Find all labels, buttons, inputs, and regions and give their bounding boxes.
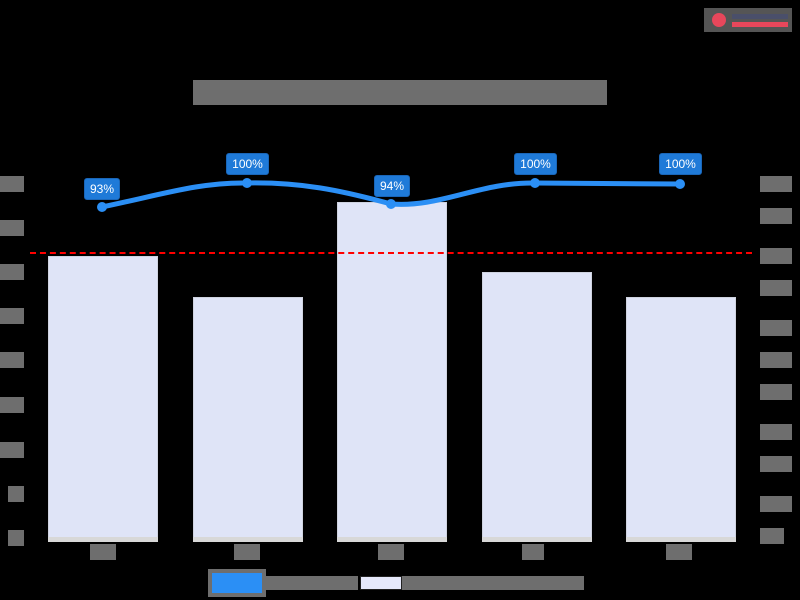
right-axis-tick	[760, 280, 792, 296]
left-axis-tick	[8, 530, 24, 546]
legend-label[interactable]	[402, 576, 584, 590]
left-axis-tick	[0, 308, 24, 324]
line-point	[675, 179, 685, 189]
category-label	[90, 544, 116, 560]
right-axis-tick	[760, 424, 792, 440]
line-point	[242, 178, 252, 188]
line-point	[97, 202, 107, 212]
legend	[208, 568, 584, 598]
category-label	[522, 544, 544, 560]
right-axis-tick	[760, 456, 792, 472]
brand-logo	[704, 8, 792, 32]
left-axis-tick	[0, 264, 24, 280]
bar-4[interactable]	[482, 272, 592, 542]
left-axis-tick	[0, 176, 24, 192]
point-label: 93%	[84, 178, 120, 200]
left-axis-tick	[0, 442, 24, 458]
point-label: 100%	[514, 153, 557, 175]
point-label: 100%	[226, 153, 269, 175]
line-point	[386, 199, 396, 209]
logo-wordmark	[732, 13, 788, 27]
bar-2[interactable]	[193, 297, 303, 542]
bar-1[interactable]	[48, 256, 158, 542]
reference-line	[30, 252, 752, 254]
right-axis-tick	[760, 528, 784, 544]
right-axis-tick	[760, 208, 792, 224]
category-label	[378, 544, 404, 560]
line-point	[530, 178, 540, 188]
right-axis-tick	[760, 496, 792, 512]
chart-title	[193, 80, 607, 105]
category-label	[666, 544, 692, 560]
bar-5[interactable]	[626, 297, 736, 542]
right-axis-tick	[760, 320, 792, 336]
right-axis-tick	[760, 384, 792, 400]
legend-swatch-line[interactable]	[208, 569, 266, 597]
category-label	[234, 544, 260, 560]
left-axis-tick	[8, 486, 24, 502]
right-axis-tick	[760, 352, 792, 368]
legend-label[interactable]	[266, 576, 358, 590]
left-axis-tick	[0, 220, 24, 236]
legend-swatch-bar[interactable]	[360, 576, 402, 590]
right-axis-tick	[760, 176, 792, 192]
left-axis-tick	[0, 352, 24, 368]
left-axis-tick	[0, 397, 24, 413]
point-label: 100%	[659, 153, 702, 175]
right-axis-tick	[760, 248, 792, 264]
point-label: 94%	[374, 175, 410, 197]
logo-mark-icon	[712, 13, 726, 27]
bar-3[interactable]	[337, 202, 447, 542]
